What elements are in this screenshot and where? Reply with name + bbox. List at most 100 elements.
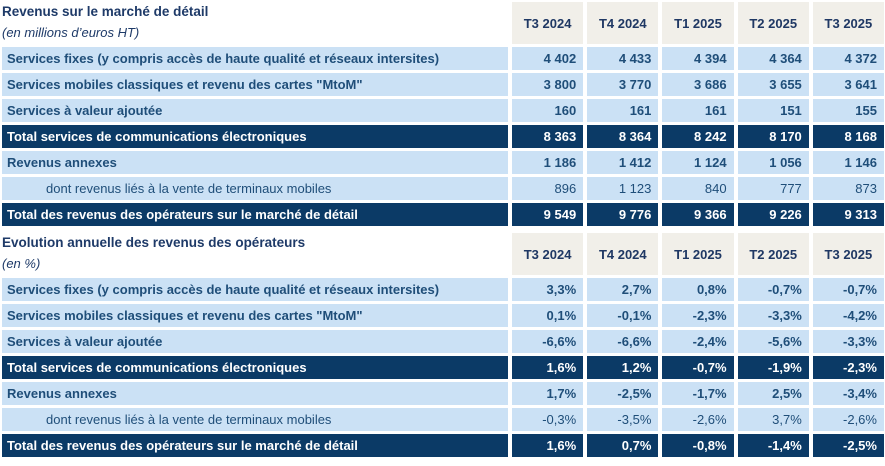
value-cell: 3 641 [812, 73, 884, 96]
revenue-table-header-row: Revenus sur le marché de détail (en mill… [2, 2, 884, 44]
value-cell: 1 146 [812, 151, 884, 174]
value-cell: 840 [662, 177, 734, 200]
value-cell: 0,1% [512, 304, 584, 327]
value-cell: 0,8% [662, 278, 734, 301]
table-row-revenus-annexes: Revenus annexes 1 186 1 412 1 124 1 056 … [2, 151, 884, 174]
value-cell: -4,2% [812, 304, 884, 327]
table-row-services-valeur-ajoutee: Services à valeur ajoutée 160 161 161 15… [2, 99, 884, 122]
value-cell: 8 168 [812, 125, 884, 148]
growth-table: Evolution annuelle des revenus des opéra… [2, 233, 885, 457]
value-cell: -0,7% [812, 278, 884, 301]
quarter-header: T3 2025 [812, 233, 884, 275]
row-label: Total services de communications électro… [2, 125, 508, 148]
value-cell: 777 [737, 177, 809, 200]
quarter-header: T1 2025 [662, 2, 734, 44]
revenue-table-title-cell: Revenus sur le marché de détail (en mill… [2, 2, 508, 44]
value-cell: 161 [662, 99, 734, 122]
row-label: Revenus annexes [2, 382, 508, 405]
growth-table-subtitle: (en %) [2, 256, 41, 272]
table-row-services-mobiles: Services mobiles classiques et revenu de… [2, 304, 884, 327]
value-cell: -2,4% [662, 330, 734, 353]
value-cell: 2,7% [587, 278, 659, 301]
value-cell: -2,5% [587, 382, 659, 405]
value-cell: 4 372 [812, 47, 884, 70]
value-cell: 1 056 [737, 151, 809, 174]
value-cell: -1,7% [662, 382, 734, 405]
value-cell: -2,3% [662, 304, 734, 327]
row-label: Services mobiles classiques et revenu de… [2, 73, 508, 96]
row-label: dont revenus liés à la vente de terminau… [2, 177, 508, 200]
value-cell: -3,5% [587, 408, 659, 431]
row-label: Services à valeur ajoutée [2, 99, 508, 122]
row-label: Services fixes (y compris accès de haute… [2, 278, 508, 301]
quarter-header: T2 2025 [737, 2, 809, 44]
value-cell: -0,7% [737, 278, 809, 301]
row-label: Total services de communications électro… [2, 356, 508, 379]
value-cell: 3 655 [737, 73, 809, 96]
value-cell: 9 313 [812, 203, 884, 226]
value-cell: 9 226 [737, 203, 809, 226]
row-label: Total des revenus des opérateurs sur le … [2, 203, 508, 226]
value-cell: -6,6% [512, 330, 584, 353]
table-row-dont-terminaux: dont revenus liés à la vente de terminau… [2, 177, 884, 200]
value-cell: -3,3% [812, 330, 884, 353]
row-label: dont revenus liés à la vente de terminau… [2, 408, 508, 431]
value-cell: 2,5% [737, 382, 809, 405]
quarter-header: T2 2025 [737, 233, 809, 275]
table-row-revenus-annexes: Revenus annexes 1,7% -2,5% -1,7% 2,5% -3… [2, 382, 884, 405]
value-cell: 8 170 [737, 125, 809, 148]
value-cell: 9 776 [587, 203, 659, 226]
value-cell: 155 [812, 99, 884, 122]
value-cell: -2,5% [812, 434, 884, 457]
row-label: Total des revenus des opérateurs sur le … [2, 434, 508, 457]
quarter-header: T4 2024 [587, 2, 659, 44]
table-row-total-revenus: Total des revenus des opérateurs sur le … [2, 434, 884, 457]
value-cell: 3,7% [737, 408, 809, 431]
value-cell: 3 686 [662, 73, 734, 96]
table-row-dont-terminaux: dont revenus liés à la vente de terminau… [2, 408, 884, 431]
value-cell: 151 [737, 99, 809, 122]
revenue-table-title: Revenus sur le marché de détail [2, 4, 209, 19]
value-cell: -2,3% [812, 356, 884, 379]
value-cell: 3 770 [587, 73, 659, 96]
growth-table-title: Evolution annuelle des revenus des opéra… [2, 235, 306, 250]
table-row-services-valeur-ajoutee: Services à valeur ajoutée -6,6% -6,6% -2… [2, 330, 884, 353]
table-row-total-services: Total services de communications électro… [2, 125, 884, 148]
value-cell: 4 402 [512, 47, 584, 70]
table-row-services-fixes: Services fixes (y compris accès de haute… [2, 278, 884, 301]
value-cell: -0,8% [662, 434, 734, 457]
quarter-header: T4 2024 [587, 233, 659, 275]
value-cell: 161 [587, 99, 659, 122]
value-cell: -0,7% [662, 356, 734, 379]
value-cell: 9 366 [662, 203, 734, 226]
value-cell: 3 800 [512, 73, 584, 96]
value-cell: -3,4% [812, 382, 884, 405]
value-cell: 1,6% [512, 434, 584, 457]
growth-table-header-row: Evolution annuelle des revenus des opéra… [2, 233, 884, 275]
value-cell: 1,6% [512, 356, 584, 379]
value-cell: -2,6% [662, 408, 734, 431]
value-cell: 4 394 [662, 47, 734, 70]
value-cell: -5,6% [737, 330, 809, 353]
value-cell: 160 [512, 99, 584, 122]
value-cell: 3,3% [512, 278, 584, 301]
value-cell: 1 186 [512, 151, 584, 174]
value-cell: -0,1% [587, 304, 659, 327]
value-cell: 1 123 [587, 177, 659, 200]
table-row-services-fixes: Services fixes (y compris accès de haute… [2, 47, 884, 70]
revenue-table: Revenus sur le marché de détail (en mill… [2, 2, 885, 226]
value-cell: 8 364 [587, 125, 659, 148]
value-cell: -2,6% [812, 408, 884, 431]
table-row-services-mobiles: Services mobiles classiques et revenu de… [2, 73, 884, 96]
value-cell: 1 412 [587, 151, 659, 174]
row-label: Services fixes (y compris accès de haute… [2, 47, 508, 70]
row-label: Services à valeur ajoutée [2, 330, 508, 353]
table-row-total-services: Total services de communications électro… [2, 356, 884, 379]
value-cell: 1,7% [512, 382, 584, 405]
value-cell: 1 124 [662, 151, 734, 174]
value-cell: -0,3% [512, 408, 584, 431]
value-cell: -3,3% [737, 304, 809, 327]
value-cell: 1,2% [587, 356, 659, 379]
value-cell: -6,6% [587, 330, 659, 353]
